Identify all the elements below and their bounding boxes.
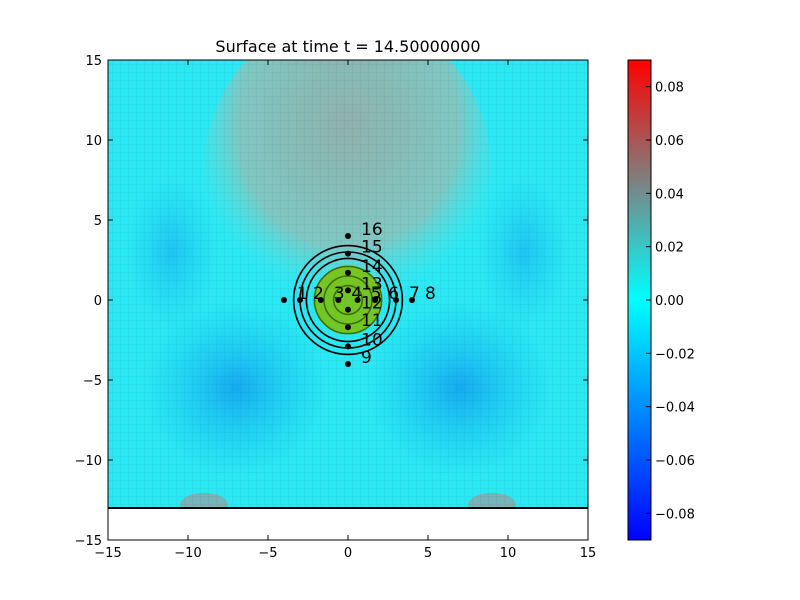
gauge-dot [345,287,351,294]
x-tick-label: 10 [500,546,517,561]
y-tick-label: 0 [94,294,102,309]
gauge-dot [393,297,399,303]
colorbar-tick-label: 0.06 [655,134,684,149]
colorbar-tick-label: 0.00 [655,294,684,309]
contour-ring-2 [323,275,373,325]
chart-title: Surface at time t = 14.50000000 [215,37,480,56]
gauge-label: 12 [361,294,383,314]
gauge-dot [345,361,351,367]
gauge-dot [345,233,351,239]
gauge-label: 6 [388,284,399,304]
contour-ring-4 [305,257,391,343]
y-tick-label: −5 [83,374,102,389]
y-tick-label: 10 [85,134,102,149]
colorbar-tick-label: −0.04 [655,401,695,416]
y-tick-label: −15 [75,534,102,549]
gauge-dot [345,324,351,331]
colorbar-tick-label: 0.04 [655,187,684,202]
gauge-label: 5 [371,284,382,304]
gauge-dot [345,306,351,313]
colorbar-ticks: 0.08 0.06 0.04 0.02 0.00 −0.02 −0.04 −0.06 −0.08 [646,81,695,522]
gauge-dot [335,297,342,303]
y-tick-label: −10 [75,454,102,469]
x-tick-label: 15 [580,546,597,561]
colorbar-tick-label: −0.08 [655,507,695,522]
gauge-dot [345,343,351,350]
gauge-dot [372,297,379,303]
contour-ring-6 [292,244,404,356]
gauge-dot [409,297,415,303]
gauge-label: 2 [313,284,324,304]
gauge-dot [281,297,287,303]
gauge-dot [354,297,361,303]
gauge-dot [345,250,351,257]
x-tick-label: 0 [344,546,352,561]
y-tick-label: 15 [85,54,102,69]
x-tick-label: −10 [174,546,201,561]
colorbar-tick-label: 0.08 [655,81,684,96]
gauge-label: 10 [361,330,383,350]
gauge-label: 14 [361,257,383,277]
x-tick-label: −5 [258,546,277,561]
gauge-dot [345,269,351,276]
gauge-label: 8 [425,284,436,304]
colorbar-tick-label: −0.06 [655,454,695,469]
colorbar-tick-label: −0.02 [655,347,695,362]
gauge-label: 13 [361,274,383,294]
gauge-label: 15 [361,238,383,258]
gauge-label: 4 [351,284,362,304]
gauge-label: 11 [361,311,383,331]
gauge-label: 9 [361,348,372,368]
gauge-label: 1 [297,284,308,304]
colorbar: 0.08 0.06 0.04 0.02 0.00 −0.02 −0.04 −0.06 −0.08 [627,59,695,541]
gauge-label: 3 [334,284,345,304]
gauge-label: 16 [361,220,383,240]
x-tick-label: 5 [424,546,432,561]
gauge-label: 7 [409,284,420,304]
gauge-dot [297,297,303,303]
y-tick-label: 5 [94,214,102,229]
colorbar-tick-label: 0.02 [655,241,684,256]
gauge-dot [317,297,324,303]
x-axis-ticks: −15 −10 −5 0 5 10 15 [94,60,596,561]
x-tick-label: −15 [94,546,121,561]
contour-ring-1 [332,284,364,316]
contour-ring-3 [313,265,383,335]
